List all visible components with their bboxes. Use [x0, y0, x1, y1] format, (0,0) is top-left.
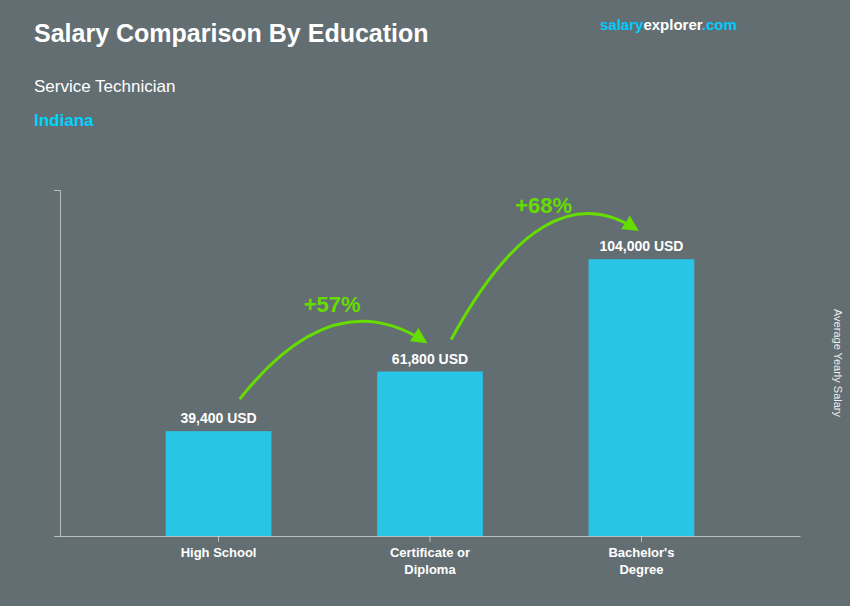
x-tick-label: Certificate or Diploma — [390, 545, 470, 577]
x-tick-label-line: Certificate or — [390, 545, 470, 560]
x-tick-mark — [218, 536, 219, 542]
bar — [589, 259, 695, 536]
data-label: 104,000 USD — [599, 238, 683, 254]
growth-label: +68% — [515, 193, 572, 218]
data-label: 39,400 USD — [180, 410, 256, 426]
chart-svg: Salary Comparison By Education Service Te… — [0, 0, 850, 606]
brand-part: explorer — [643, 16, 702, 33]
growth-arrow — [240, 321, 425, 399]
growth-arrow — [451, 214, 636, 340]
growth-label: +57% — [304, 292, 361, 317]
data-labels: 39,400 USD 61,800 USD 104,000 USD — [180, 238, 683, 426]
bar — [166, 431, 272, 536]
bar — [377, 372, 483, 536]
data-label: 61,800 USD — [392, 351, 468, 367]
x-tick: Certificate or Diploma — [390, 536, 470, 577]
x-tick-mark — [430, 536, 431, 542]
x-tick-label-line: Diploma — [404, 562, 456, 577]
subtitle: Indiana — [34, 111, 94, 130]
chart-container: Salary Comparison By Education Service Te… — [0, 0, 850, 606]
x-tick-label-line: Bachelor's — [608, 545, 674, 560]
x-tick-label: High School — [181, 545, 257, 560]
subtitle: Service Technician — [34, 77, 175, 96]
y-axis-title: Average Yearly Salary — [832, 309, 844, 418]
x-tick-label-line: High School — [181, 545, 257, 560]
y-axis — [54, 191, 61, 537]
x-tick-label-line: Degree — [619, 562, 663, 577]
x-tick-label: Bachelor's Degree — [608, 545, 674, 577]
title: Salary Comparison By Education — [34, 19, 429, 47]
brand-part: salary — [600, 16, 644, 33]
growth-arrows: +57% +68% — [240, 193, 636, 399]
brand: salaryexplorer.com — [600, 16, 737, 33]
x-axis: High School Certificate or Diploma Bachelor… — [61, 536, 801, 577]
y-axis-line — [54, 191, 61, 537]
x-tick: Bachelor's Degree — [608, 536, 674, 577]
x-tick-mark — [641, 536, 642, 542]
brand-part: .com — [702, 16, 737, 33]
x-tick: High School — [181, 536, 257, 560]
bars — [166, 259, 695, 536]
